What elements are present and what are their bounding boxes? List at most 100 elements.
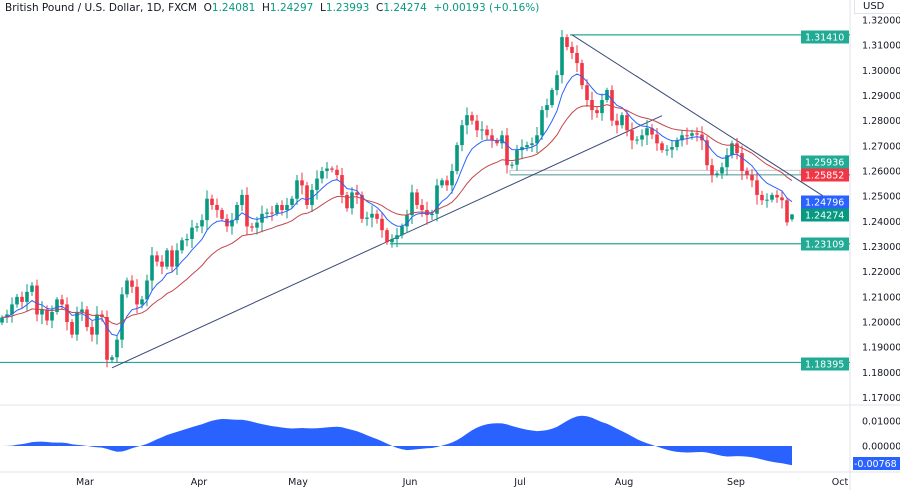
candle-body <box>375 213 379 219</box>
candle-body <box>65 304 69 323</box>
candle-body <box>320 171 324 179</box>
close-label: C <box>376 2 384 14</box>
candle-body <box>115 339 119 358</box>
osc-y-tick-label: 0.01000 <box>862 417 900 428</box>
candle-body <box>295 180 299 199</box>
candle-body <box>75 311 79 335</box>
high-value: 1.24297 <box>269 2 314 14</box>
candle-body <box>690 133 694 136</box>
candle-body <box>200 220 204 227</box>
candle-body <box>440 180 444 186</box>
candle-body <box>45 309 49 321</box>
y-tick-label: 1.26000 <box>862 167 900 178</box>
candle-body <box>610 89 614 121</box>
y-tick-label: 1.24000 <box>862 217 900 228</box>
y-tick-label: 1.30000 <box>862 66 900 77</box>
candle-body <box>465 115 469 126</box>
candle-body <box>750 175 754 181</box>
y-tick-label: 1.28000 <box>862 116 900 127</box>
candle-body <box>475 120 479 131</box>
candle-body <box>555 75 559 90</box>
candle-body <box>590 100 594 111</box>
candle-body <box>230 220 234 227</box>
candle-body <box>255 222 259 228</box>
candle-body <box>370 213 374 218</box>
close-value: 1.24274 <box>383 2 427 14</box>
candle-body <box>285 204 289 211</box>
price-tag <box>801 195 849 209</box>
candle-body <box>210 198 214 205</box>
candle-body <box>770 194 774 200</box>
candle-body <box>380 218 384 231</box>
candle-body <box>495 140 499 144</box>
candle-body <box>640 135 644 140</box>
candle-body <box>180 240 184 251</box>
x-tick-label: Apr <box>191 477 208 488</box>
candle-body <box>85 309 89 328</box>
candle-body <box>730 143 734 156</box>
candle-body <box>250 226 254 228</box>
candle-body <box>505 135 509 166</box>
candle-body <box>275 204 279 214</box>
candle-body <box>280 204 284 211</box>
candle-body <box>30 285 34 292</box>
x-tick-label: Aug <box>615 477 634 488</box>
candle-body <box>745 171 749 176</box>
price-tag-label: 1.25936 <box>805 158 844 169</box>
candle-body <box>765 199 769 201</box>
candle-body <box>720 167 724 174</box>
candle-body <box>740 153 744 172</box>
candle-body <box>680 135 684 141</box>
slow-moving-average-line <box>1 104 793 326</box>
candle-body <box>530 143 534 146</box>
trendline <box>571 34 848 212</box>
currency-button[interactable]: USD <box>854 0 900 14</box>
x-tick-label: Sep <box>727 477 745 488</box>
candle-body <box>415 192 419 205</box>
y-tick-label: 1.25000 <box>862 192 900 203</box>
candle-body <box>685 135 689 137</box>
candle-body <box>695 133 699 135</box>
price-tag <box>801 168 849 182</box>
candle-body <box>95 314 99 335</box>
y-tick-label: 1.29000 <box>862 91 900 102</box>
candle-body <box>645 128 649 136</box>
candle-body <box>70 322 74 335</box>
candle-body <box>15 296 19 305</box>
y-tick-label: 1.31000 <box>862 41 900 52</box>
candle-body <box>650 128 654 135</box>
candle-body <box>735 143 739 154</box>
candle-body <box>330 168 334 170</box>
y-tick-label: 1.19000 <box>862 343 900 354</box>
candle-body <box>60 299 64 305</box>
candle-body <box>140 299 144 305</box>
candle-body <box>325 168 329 172</box>
candle-body <box>215 204 219 211</box>
price-tag <box>801 30 849 44</box>
candle-body <box>165 250 169 267</box>
fast-moving-average-line <box>1 73 793 337</box>
candle-body <box>485 129 489 136</box>
candle-body <box>335 169 339 176</box>
low-label: L <box>320 2 326 14</box>
candle-body <box>235 204 239 221</box>
candle-body <box>430 213 434 216</box>
price-tag <box>801 357 849 371</box>
candle-body <box>400 226 404 236</box>
candle-body <box>450 171 454 186</box>
price-tag-label: 1.23109 <box>805 240 844 251</box>
x-tick-label: Mar <box>76 477 94 488</box>
candle-body <box>515 150 519 165</box>
y-tick-label: 1.18000 <box>862 368 900 379</box>
chart-header: British Pound / U.S. Dollar, 1D, FXCM O1… <box>5 2 539 14</box>
candle-body <box>0 317 4 323</box>
candle-body <box>160 261 164 267</box>
candle-body <box>105 317 109 360</box>
x-tick-label: Jul <box>513 477 525 488</box>
candle-body <box>470 115 474 121</box>
candle-body <box>195 226 199 228</box>
candle-body <box>25 291 29 302</box>
candle-body <box>435 185 439 214</box>
candle-body <box>90 327 94 335</box>
